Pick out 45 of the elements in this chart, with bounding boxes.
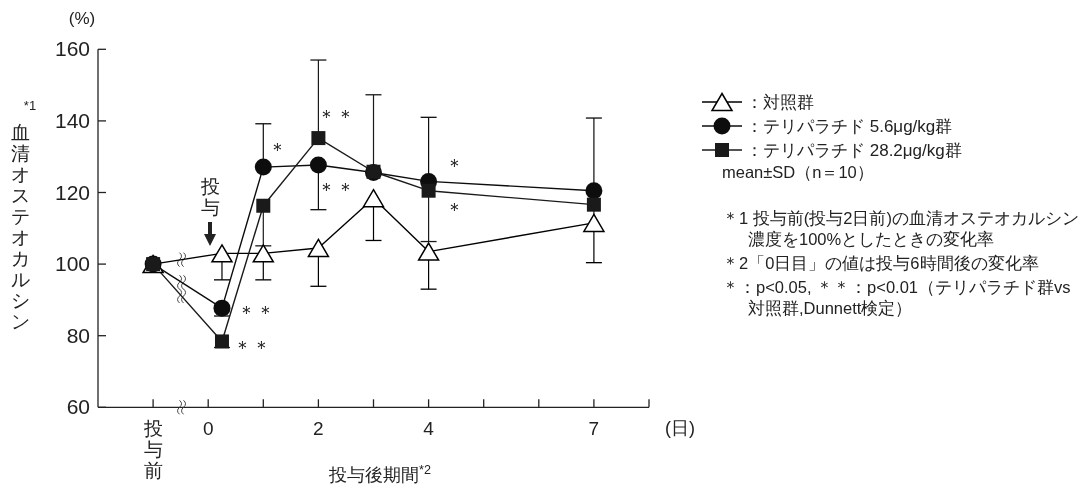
point [307, 238, 330, 258]
point [254, 158, 272, 176]
point [585, 182, 603, 200]
point [583, 213, 605, 233]
annotation: 投与 [199, 176, 220, 218]
legend-label: ：テリパラチド 5.6μg/kg群 [746, 117, 953, 136]
y-tick-label: 80 [66, 323, 90, 347]
point [362, 188, 385, 208]
x-tick-label: 7 [588, 418, 600, 440]
x-axis-title: 投与後期間$^{*2}$ [328, 463, 431, 486]
annotation: ＊＊ [236, 302, 275, 324]
y-tick-label: 100 [54, 252, 90, 276]
text: *1血清オステオカルシン [10, 98, 37, 332]
y-tick-label: 140 [54, 108, 90, 132]
annotation: ＊ [445, 155, 465, 177]
x-tick-label: 4 [423, 418, 435, 440]
text: mean±SD（n＝10） [722, 163, 874, 181]
text: ＊：p<0.05, ＊＊：p<0.01（テリパラチド群vs対照群,Dunnett検定） [722, 278, 1071, 317]
point [311, 131, 326, 146]
x-tick-label: 投与前 [142, 418, 163, 482]
point [421, 183, 436, 198]
text: (日) [665, 418, 695, 439]
point [309, 156, 327, 174]
point [417, 242, 440, 261]
y-tick-label: 160 [54, 37, 90, 61]
y-tick-label: 60 [66, 395, 90, 419]
x-tick-label: 0 [202, 418, 214, 440]
point [586, 197, 601, 212]
legend-label: ：テリパラチド 28.2μg/kg群 [746, 141, 962, 160]
annotation: ＊ [445, 198, 465, 220]
y-tick-label: 120 [54, 180, 90, 204]
annotation: ＊ [267, 139, 287, 161]
text: (%) [68, 9, 96, 28]
annotation: ＊＊ [317, 106, 356, 128]
annotation: ＊＊ [317, 178, 356, 200]
text: ＊1 投与前(投与2日前)の血清オステオカルシン濃度を100%としたときの変化率 [722, 209, 1079, 248]
x-tick-label: 2 [313, 418, 324, 440]
point [214, 334, 229, 349]
point [256, 198, 271, 213]
point [211, 244, 233, 263]
point [213, 299, 231, 317]
text: ＊2「0日目」の値は投与6時間後の変化率 [722, 254, 1039, 272]
legend-label: ：対照群 [746, 93, 814, 112]
annotation: ＊＊ [232, 337, 271, 359]
point [252, 244, 275, 263]
